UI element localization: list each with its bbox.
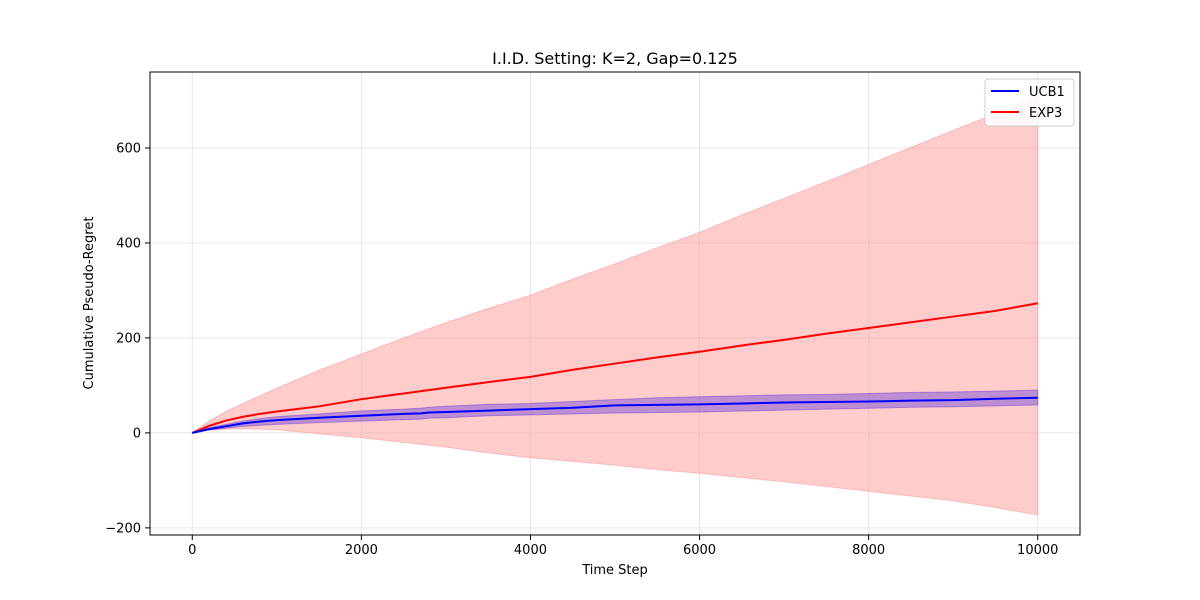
x-tick-label: 2000 xyxy=(345,543,378,558)
ucb1-confidence-band xyxy=(192,389,1039,434)
exp3-line xyxy=(191,302,1038,434)
x-axis-label: Time Step xyxy=(581,563,648,578)
chart-title: I.I.D. Setting: K=2, Gap=0.125 xyxy=(492,49,738,68)
legend-label-ucb1: UCB1 xyxy=(1029,85,1065,100)
y-tick-label: 400 xyxy=(116,236,141,251)
y-tick-label: 600 xyxy=(116,141,141,156)
x-tick-label: 0 xyxy=(188,543,196,558)
x-tick-label: 8000 xyxy=(852,543,885,558)
x-tick-label: 4000 xyxy=(514,543,547,558)
legend: UCB1 EXP3 xyxy=(984,78,1075,127)
x-tick-label: 10000 xyxy=(1017,543,1058,558)
plot-frame xyxy=(149,71,1081,536)
ucb1-line xyxy=(192,396,1038,434)
axis-ticks: 0 2000 4000 6000 8000 10000 −200 0 200 400 600 xyxy=(105,141,1058,558)
y-tick-label: 0 xyxy=(133,426,141,441)
y-axis-label: Cumulative Pseudo-Regret xyxy=(82,217,97,390)
confidence-bands xyxy=(191,94,1039,516)
y-tick-label: −200 xyxy=(105,521,141,536)
y-tick-label: 200 xyxy=(116,331,141,346)
series-lines xyxy=(191,302,1038,434)
legend-label-exp3: EXP3 xyxy=(1029,106,1062,121)
x-tick-label: 6000 xyxy=(683,543,716,558)
